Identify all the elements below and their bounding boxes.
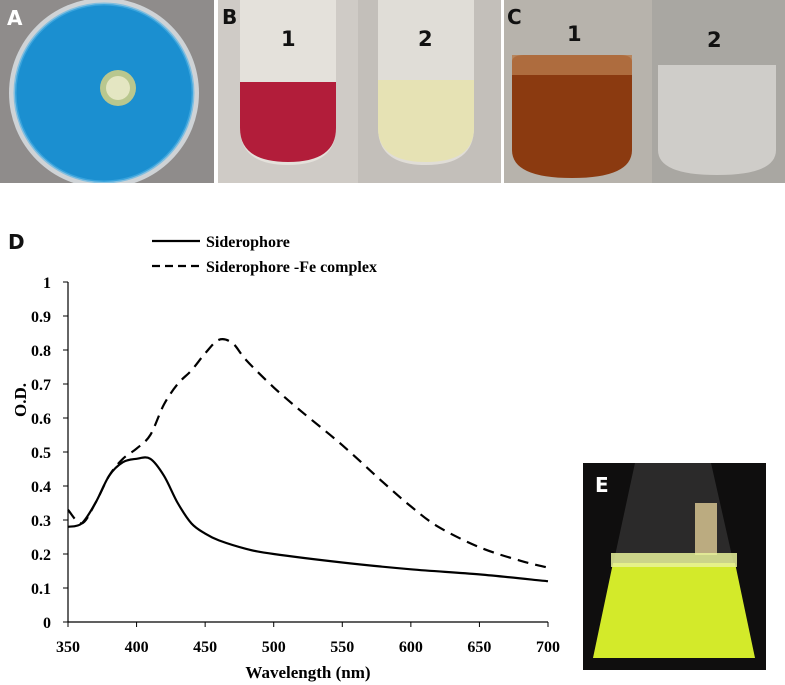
panel-letter-d: D	[8, 230, 25, 254]
y-tick-label: 0.7	[31, 377, 51, 394]
tube-2-pale-liquid	[378, 80, 474, 162]
y-axis-label: O.D.	[11, 383, 30, 417]
tube-label-1: 1	[567, 22, 582, 46]
flask-label-tape	[695, 503, 717, 555]
x-tick-label: 350	[56, 639, 80, 656]
series-line-siderophore-fe-complex	[67, 338, 549, 569]
x-tick-label: 550	[330, 639, 354, 656]
y-tick-label: 0.3	[31, 513, 51, 530]
panel-letter-c: C	[507, 5, 522, 29]
y-tick-label: 0.4	[31, 479, 51, 496]
flask-image	[583, 463, 766, 670]
x-tick-label: 450	[193, 639, 217, 656]
panel-letter-b: B	[222, 5, 238, 29]
legend-label-fe-complex: Siderophore -Fe complex	[206, 259, 377, 276]
y-tick-label: 0.9	[31, 309, 51, 326]
x-axis-label: Wavelength (nm)	[245, 663, 370, 682]
tube-label-2: 2	[707, 28, 722, 52]
tube-1-red-liquid	[240, 82, 336, 162]
x-tick-label: 700	[536, 639, 560, 656]
x-tick-label: 600	[399, 639, 423, 656]
culture-foam	[611, 553, 737, 567]
agar-plate-image	[0, 0, 214, 183]
panel-letter-a: A	[7, 6, 23, 30]
y-tick-label: 0	[43, 615, 51, 632]
absorbance-chart: Siderophore Siderophore -Fe complex 0 0.1…	[11, 234, 560, 682]
chart-plot-area	[67, 338, 549, 583]
tube-1-amber-liquid	[512, 55, 632, 178]
y-tick-label: 0.1	[31, 581, 51, 598]
y-tick-label: 0.2	[31, 547, 51, 564]
y-tick-label: 1	[43, 275, 51, 292]
tube-label-2: 2	[418, 27, 433, 51]
chart-legend: Siderophore Siderophore -Fe complex	[152, 234, 377, 276]
tubes-b-image	[218, 0, 501, 183]
legend-label-siderophore: Siderophore	[206, 234, 290, 251]
tubes-c-image	[504, 0, 785, 183]
yellow-culture	[593, 563, 755, 658]
x-tick-label: 650	[467, 639, 491, 656]
panel-letter-e: E	[595, 473, 609, 497]
x-tick-label: 500	[262, 639, 286, 656]
chart-axes: 0 0.1 0.2 0.3 0.4 0.5 0.6 0.7 0.8 0.9 1 350 400 450 50…	[31, 275, 560, 656]
y-tick-label: 0.8	[31, 343, 51, 360]
y-tick-label: 0.6	[31, 411, 51, 428]
y-tick-label: 0.5	[31, 445, 51, 462]
panel-b-tubes-photo: B 1 2	[218, 0, 501, 183]
tube-label-1: 1	[281, 27, 296, 51]
tube-1-foam	[512, 55, 632, 75]
colony	[106, 76, 130, 100]
panel-a-agar-plate-photo: A	[0, 0, 214, 183]
tube-2-clear-liquid	[658, 65, 776, 175]
panel-c-tubes-photo: C 1 2	[504, 0, 785, 183]
x-tick-label: 400	[125, 639, 149, 656]
panel-e-flask-photo: E	[583, 463, 766, 670]
series-line-siderophore	[67, 456, 549, 583]
